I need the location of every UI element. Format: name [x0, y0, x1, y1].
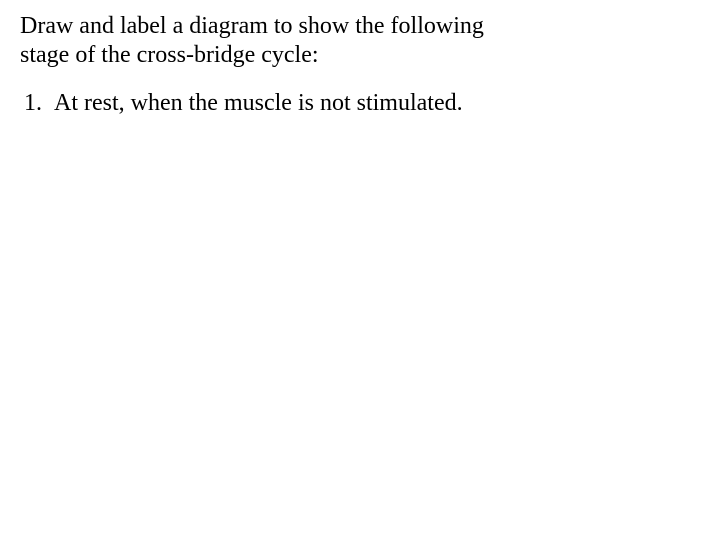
- heading-line-2: stage of the cross-bridge cycle:: [20, 42, 319, 68]
- list-item: At rest, when the muscle is not stimulat…: [48, 88, 700, 119]
- list-item-text: At rest, when the muscle is not stimulat…: [54, 90, 463, 116]
- numbered-list: At rest, when the muscle is not stimulat…: [20, 88, 700, 119]
- page-container: Draw and label a diagram to show the fol…: [0, 0, 720, 119]
- heading-line-1: Draw and label a diagram to show the fol…: [20, 13, 484, 39]
- page-heading: Draw and label a diagram to show the fol…: [20, 12, 700, 70]
